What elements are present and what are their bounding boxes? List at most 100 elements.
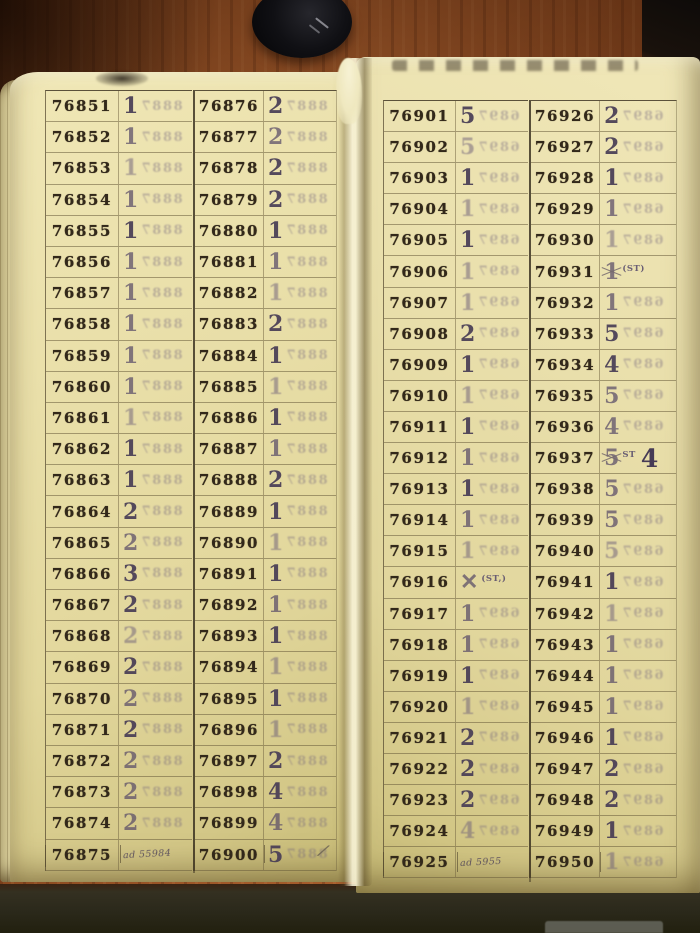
serial-number: 76918	[384, 629, 456, 660]
ink-offset-ghost: 6897	[621, 792, 664, 808]
table-row: 76856 1 8887	[46, 246, 192, 279]
table-row: 76882 1 8887	[195, 278, 336, 310]
ink-offset-ghost: 8887	[285, 379, 328, 395]
column-rule-stub	[529, 852, 531, 882]
ink-offset-ghost: 6897	[621, 201, 664, 217]
stamped-count: 4	[459, 818, 476, 845]
stamped-count: 5	[604, 476, 620, 503]
serial-number: 76890	[195, 527, 264, 558]
stamp-cell: 1 6897	[600, 599, 676, 629]
stamped-count: 1	[459, 382, 476, 409]
left-page-column-1: 76851 1 8887 76852 1 8887 76853 1 8887 7685…	[45, 90, 192, 871]
stamped-count: 1	[604, 849, 620, 876]
ink-offset-ghost: 6897	[477, 637, 520, 653]
serial-number: 76876	[195, 91, 264, 122]
stamped-count: 1	[604, 165, 620, 192]
stamped-count: 1	[268, 685, 284, 712]
stamp-cell: 1 6897	[456, 630, 528, 660]
table-row: 76941 1 6897	[531, 567, 676, 599]
ink-offset-ghost: 8887	[285, 628, 328, 644]
table-row: 76851 1 8887	[46, 91, 192, 123]
ink-offset-ghost: 6897	[477, 450, 520, 466]
serial-number: 76940	[531, 536, 601, 567]
table-row: 76912 1 6897	[384, 443, 528, 475]
serial-number: 76856	[46, 246, 119, 278]
stamp-cell: 1 6897	[456, 443, 528, 473]
ink-offset-ghost: 8887	[140, 691, 183, 707]
stamped-count: 1	[268, 404, 284, 431]
stamp-cell: 2 8887	[264, 746, 336, 776]
stamped-count: 1	[459, 631, 476, 658]
stamp-cell: 1 8887	[264, 216, 336, 246]
stamp-cell: 3 8887	[119, 559, 192, 589]
table-row: 76890 1 8887	[195, 527, 336, 559]
stamp-cell: 2 8887	[119, 715, 192, 745]
ink-offset-ghost: 8887	[140, 316, 183, 332]
ink-offset-ghost: 6897	[477, 823, 520, 839]
ink-offset-ghost: 8887	[140, 98, 183, 114]
stamped-count: 1	[268, 592, 284, 619]
stamped-count: 5	[604, 382, 620, 409]
stamp-cell: 1 8887	[119, 309, 192, 339]
table-row: 76897 2 8887	[195, 745, 336, 778]
table-row: 76930 1 6897	[531, 225, 676, 257]
table-row: 76927 2 6897	[531, 132, 676, 164]
ink-offset-ghost: 8887	[140, 254, 183, 270]
stamped-count: 2	[268, 311, 284, 338]
serial-number: 76899	[195, 808, 264, 839]
ink-offset-ghost: 6897	[477, 326, 520, 342]
serial-number: 76911	[384, 411, 456, 443]
table-row: 76929 1 6897	[531, 194, 676, 226]
stamp-cell: 1 6897	[456, 256, 528, 286]
stamped-count: 1	[459, 289, 476, 316]
ink-offset-ghost: 6897	[477, 295, 520, 311]
ink-offset-ghost: 6897	[621, 637, 664, 653]
ink-offset-ghost: 6897	[477, 232, 520, 248]
stamped-count: 1	[122, 404, 139, 431]
table-row: 76862 1 8887	[46, 434, 192, 466]
serial-number: 76874	[46, 808, 119, 839]
serial-number: 76920	[384, 691, 456, 722]
ink-offset-ghost: 8887	[285, 192, 328, 208]
stamped-count: 2	[268, 186, 284, 213]
table-row: 76861 1 8887	[46, 402, 192, 435]
serial-number: 76906	[384, 256, 456, 287]
serial-number: 76898	[195, 777, 264, 808]
stamped-count: 1	[604, 196, 620, 223]
table-row: 76871 2 8887	[46, 714, 192, 746]
table-row: 76916 ✕ (ST,)	[384, 567, 528, 599]
stamp-cell: 4 6897	[456, 816, 528, 846]
stamp-cell: 2 8887	[119, 652, 192, 682]
table-row: 76903 1 6897	[384, 163, 528, 195]
table-row: 76906 1 6897	[384, 256, 528, 288]
serial-number: 76935	[531, 380, 601, 411]
stamp-cell: 1 6897	[456, 505, 528, 535]
stamp-cell: ad 55984	[119, 840, 192, 870]
stamped-count: 1	[122, 280, 139, 307]
stamp-cell: 1 8887	[119, 122, 192, 152]
ink-offset-ghost: 8887	[140, 722, 183, 738]
serial-number: 76943	[531, 629, 601, 660]
stamp-cell: 2 8887	[264, 122, 336, 152]
stamp-cell: 1 6897	[600, 288, 676, 318]
ink-offset-ghost: 8887	[285, 410, 328, 426]
stamped-count: 1	[604, 818, 620, 845]
serial-number: 76892	[195, 590, 264, 621]
table-row: 76859 1 8887	[46, 340, 192, 372]
ink-offset-ghost: 8887	[140, 129, 183, 145]
ink-offset-ghost: 8887	[285, 597, 328, 613]
serial-number: 76866	[46, 558, 119, 589]
serial-number: 76864	[46, 496, 119, 527]
stamp-cell: 1 6897	[456, 163, 528, 193]
ink-offset-ghost: 6897	[621, 574, 664, 590]
stamped-count: 2	[122, 592, 139, 619]
stamp-cell: 2 8887	[119, 496, 192, 526]
table-row: 76921 2 6897	[384, 722, 528, 754]
ink-offset-ghost: 6897	[477, 139, 520, 155]
serial-number: 76924	[384, 816, 456, 847]
stamped-count: 4	[268, 810, 284, 837]
stamp-cell: 2 6897	[456, 754, 528, 784]
table-row: 76858 1 8887	[46, 309, 192, 341]
highlight-scratch	[308, 24, 321, 34]
table-row: 76880 1 8887	[195, 215, 336, 247]
